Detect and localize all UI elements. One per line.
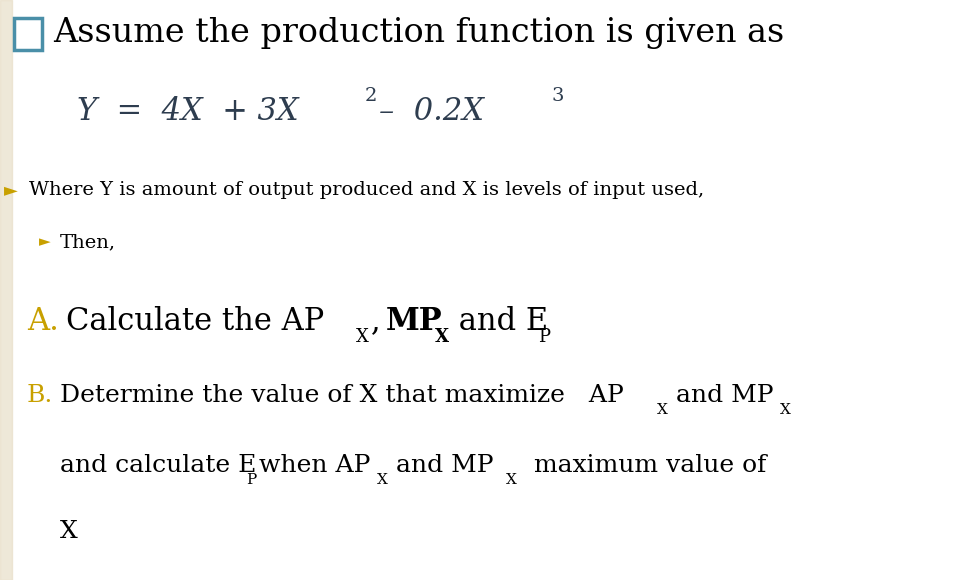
Text: B.: B. xyxy=(27,383,54,407)
Text: X: X xyxy=(434,328,448,346)
Text: ►: ► xyxy=(4,181,18,199)
Text: X: X xyxy=(780,403,791,417)
Text: A.: A. xyxy=(27,306,59,338)
Text: P: P xyxy=(247,473,256,487)
Text: Where Y is amount of output produced and X is levels of input used,: Where Y is amount of output produced and… xyxy=(29,181,704,199)
Text: maximum value of: maximum value of xyxy=(518,454,767,477)
Text: P: P xyxy=(538,328,550,346)
Text: and calculate E: and calculate E xyxy=(60,454,256,477)
Text: when AP: when AP xyxy=(259,454,370,477)
Text: and MP: and MP xyxy=(388,454,493,477)
Text: ►: ► xyxy=(38,234,51,249)
Text: Then,: Then, xyxy=(60,233,116,251)
Text: ,: , xyxy=(371,306,380,338)
Text: 3: 3 xyxy=(552,87,564,105)
Text: X: X xyxy=(506,473,517,487)
Text: X: X xyxy=(357,328,369,346)
Text: X: X xyxy=(60,520,77,543)
Text: X: X xyxy=(377,473,387,487)
Text: Assume the production function is given as: Assume the production function is given … xyxy=(54,17,784,49)
Text: X: X xyxy=(657,403,667,417)
Text: 2: 2 xyxy=(365,87,378,105)
Text: Y  =  4X  + 3X: Y = 4X + 3X xyxy=(77,96,299,128)
FancyBboxPatch shape xyxy=(13,18,42,50)
Text: and E: and E xyxy=(449,306,548,338)
Text: and MP: and MP xyxy=(668,383,773,407)
Text: Determine the value of X that maximize   AP: Determine the value of X that maximize A… xyxy=(60,383,623,407)
Text: –  0.2X: – 0.2X xyxy=(380,96,485,128)
Text: MP: MP xyxy=(386,306,443,338)
Text: Calculate the AP: Calculate the AP xyxy=(66,306,324,338)
